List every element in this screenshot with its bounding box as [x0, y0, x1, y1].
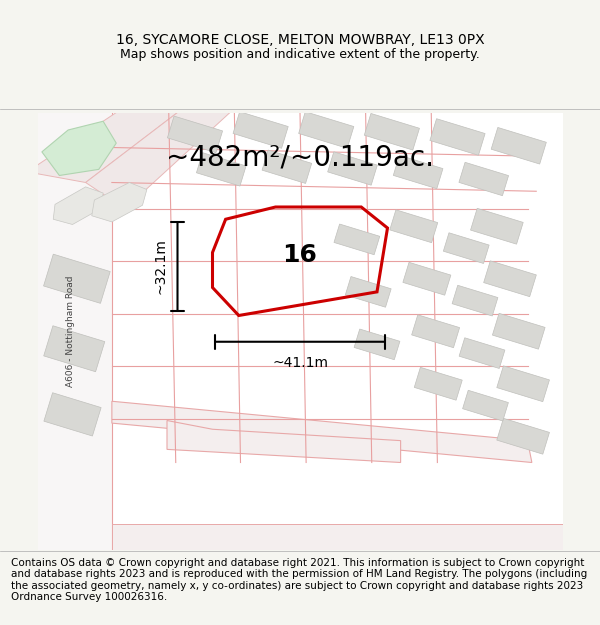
- Polygon shape: [414, 368, 462, 400]
- Polygon shape: [38, 112, 178, 182]
- Text: 16, SYCAMORE CLOSE, MELTON MOWBRAY, LE13 0PX: 16, SYCAMORE CLOSE, MELTON MOWBRAY, LE13…: [116, 32, 484, 46]
- Polygon shape: [354, 329, 400, 360]
- Polygon shape: [196, 152, 246, 186]
- Polygon shape: [459, 162, 509, 196]
- Polygon shape: [497, 418, 550, 454]
- Polygon shape: [493, 313, 545, 349]
- Polygon shape: [92, 182, 147, 222]
- Text: ~41.1m: ~41.1m: [272, 356, 328, 370]
- Polygon shape: [38, 112, 563, 550]
- Polygon shape: [364, 114, 419, 150]
- Polygon shape: [403, 262, 451, 295]
- Polygon shape: [463, 390, 508, 421]
- Polygon shape: [53, 187, 103, 224]
- Polygon shape: [491, 127, 547, 164]
- Polygon shape: [497, 366, 550, 402]
- Polygon shape: [484, 261, 536, 297]
- Polygon shape: [443, 232, 489, 264]
- Polygon shape: [452, 285, 498, 316]
- Text: 16: 16: [282, 244, 317, 268]
- Polygon shape: [470, 208, 523, 244]
- Text: ~32.1m: ~32.1m: [153, 239, 167, 294]
- Polygon shape: [430, 119, 485, 155]
- Polygon shape: [328, 152, 377, 185]
- Text: ~482m²/~0.119ac.: ~482m²/~0.119ac.: [166, 144, 434, 172]
- Polygon shape: [86, 112, 230, 209]
- Polygon shape: [167, 421, 401, 462]
- Polygon shape: [412, 315, 460, 348]
- Polygon shape: [44, 326, 105, 372]
- Text: Contains OS data © Crown copyright and database right 2021. This information is : Contains OS data © Crown copyright and d…: [11, 558, 587, 602]
- Polygon shape: [262, 150, 312, 184]
- Polygon shape: [42, 121, 116, 176]
- Polygon shape: [393, 155, 443, 189]
- Polygon shape: [233, 112, 288, 148]
- Text: Map shows position and indicative extent of the property.: Map shows position and indicative extent…: [120, 48, 480, 61]
- Polygon shape: [167, 116, 223, 152]
- Polygon shape: [334, 224, 380, 255]
- Polygon shape: [38, 112, 112, 550]
- Polygon shape: [459, 338, 505, 369]
- Polygon shape: [299, 112, 354, 148]
- Polygon shape: [44, 392, 101, 436]
- Polygon shape: [390, 210, 438, 242]
- Polygon shape: [112, 524, 563, 550]
- Polygon shape: [112, 401, 532, 462]
- Text: A606 - Nottingham Road: A606 - Nottingham Road: [66, 276, 75, 387]
- Polygon shape: [44, 254, 110, 303]
- Polygon shape: [346, 276, 391, 308]
